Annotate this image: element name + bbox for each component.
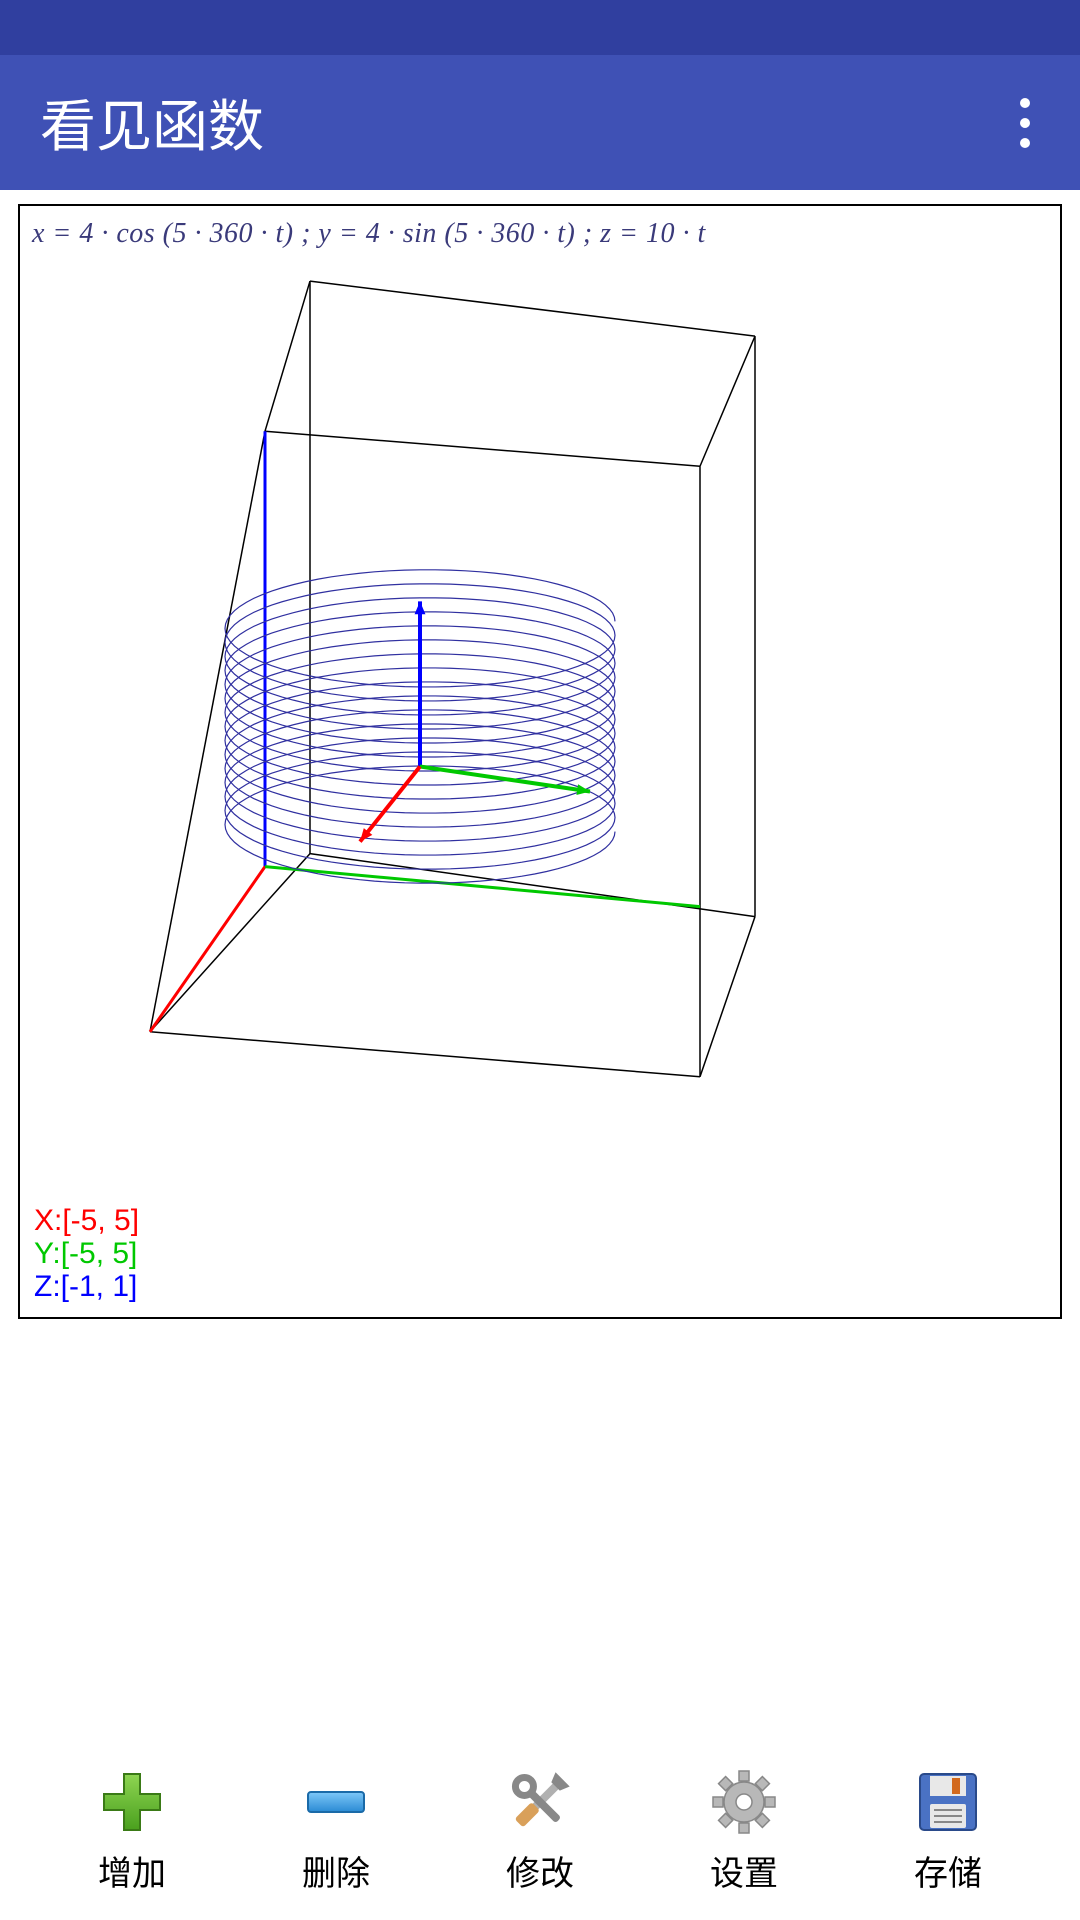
y-range-label: Y:[-5, 5] bbox=[34, 1237, 139, 1270]
content-area: x = 4 · cos (5 · 360 · t) ; y = 4 · sin … bbox=[0, 190, 1080, 1319]
edit-label: 修改 bbox=[506, 1846, 574, 1895]
minus-icon bbox=[300, 1766, 372, 1838]
delete-button[interactable]: 删除 bbox=[251, 1766, 421, 1895]
save-button[interactable]: 存储 bbox=[863, 1766, 1033, 1895]
bottom-toolbar: 增加 删除 修改 设置 存储 bbox=[0, 1760, 1080, 1920]
plot-3d-canvas[interactable] bbox=[20, 206, 1060, 1317]
app-title: 看见函数 bbox=[40, 82, 264, 163]
x-range-label: X:[-5, 5] bbox=[34, 1204, 139, 1237]
add-label: 增加 bbox=[98, 1846, 166, 1895]
gear-icon bbox=[708, 1766, 780, 1838]
edit-button[interactable]: 修改 bbox=[455, 1766, 625, 1895]
plot-frame[interactable]: x = 4 · cos (5 · 360 · t) ; y = 4 · sin … bbox=[18, 204, 1062, 1319]
delete-label: 删除 bbox=[302, 1846, 370, 1895]
tools-icon bbox=[504, 1766, 576, 1838]
save-label: 存储 bbox=[914, 1846, 982, 1895]
plus-icon bbox=[96, 1766, 168, 1838]
overflow-menu-button[interactable] bbox=[1020, 98, 1040, 148]
add-button[interactable]: 增加 bbox=[47, 1766, 217, 1895]
settings-label: 设置 bbox=[710, 1846, 778, 1895]
axis-range-labels: X:[-5, 5] Y:[-5, 5] Z:[-1, 1] bbox=[34, 1204, 139, 1303]
z-range-label: Z:[-1, 1] bbox=[34, 1270, 139, 1303]
floppy-icon bbox=[912, 1766, 984, 1838]
app-bar: 看见函数 bbox=[0, 55, 1080, 190]
settings-button[interactable]: 设置 bbox=[659, 1766, 829, 1895]
status-bar bbox=[0, 0, 1080, 55]
